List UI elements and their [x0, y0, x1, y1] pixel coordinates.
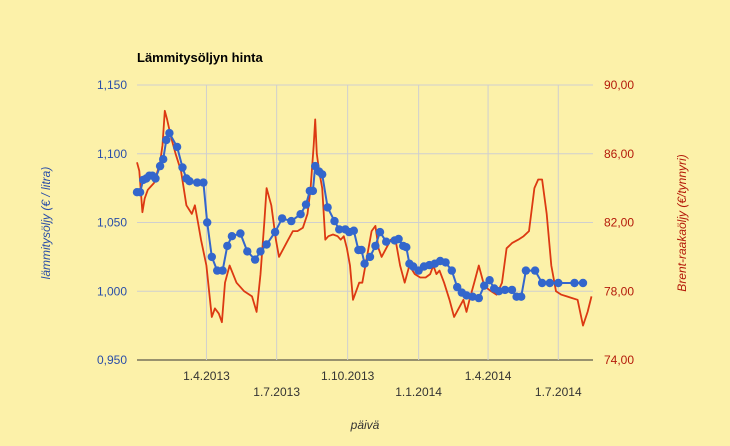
heating-oil-point [382, 237, 391, 246]
left-tick-label: 1,050 [97, 216, 127, 230]
heating-oil-point [277, 214, 287, 223]
heating-oil-point [375, 227, 385, 237]
gridlines [137, 84, 593, 361]
left-tick-label: 1,000 [97, 284, 127, 298]
heating-oil-point [193, 178, 202, 187]
heating-oil-point [570, 278, 579, 288]
heating-oil-point [500, 285, 510, 295]
heating-oil-point [323, 203, 332, 212]
left-axis-ticks: 0,950 1,000 1,050 1,100 1,150 [97, 78, 127, 367]
heating-oil-point [218, 266, 227, 275]
heating-oil-point [250, 255, 260, 264]
left-tick-label: 1,100 [97, 147, 127, 161]
x-tick-label: 1.4.2014 [465, 369, 512, 383]
heating-oil-point [243, 247, 252, 256]
heating-oil-point [480, 281, 489, 290]
heating-oil-point [545, 278, 554, 288]
heating-oil-point [203, 218, 212, 227]
heating-oil-point [199, 178, 208, 187]
heating-oil-point [301, 200, 311, 209]
heating-oil-point [165, 128, 174, 138]
heating-oil-point [151, 174, 160, 183]
heating-oil-point [335, 225, 344, 234]
heating-oil-point [159, 155, 168, 164]
heating-oil-point [371, 241, 380, 251]
heating-oil-point [357, 245, 366, 255]
heating-oil-point [287, 216, 296, 226]
right-axis-label: Brent-raakaöljy (€/tynnyri) [675, 154, 689, 291]
heating-oil-point [554, 278, 563, 288]
right-axis-ticks: 74,00 78,00 82,00 86,00 90,00 [604, 78, 634, 367]
x-tick-label: 1.10.2013 [321, 369, 375, 383]
heating-oil-point [172, 142, 182, 152]
heating-oil-point [394, 234, 403, 244]
heating-oil-point [349, 226, 358, 235]
left-tick-label: 1,150 [97, 78, 127, 92]
left-tick-label: 0,950 [97, 353, 127, 367]
heating-oil-point [236, 229, 245, 238]
heating-oil-point [308, 186, 318, 196]
heating-oil-point [223, 241, 232, 251]
heating-oil-point [365, 252, 375, 262]
heating-oil-point [485, 276, 494, 285]
heating-oil-point [135, 188, 145, 197]
x-tick-label: 1.1.2014 [395, 385, 442, 399]
right-tick-label: 90,00 [604, 78, 634, 92]
heating-oil-point [441, 258, 450, 267]
heating-oil-point [227, 232, 237, 241]
heating-oil-point [318, 170, 327, 179]
heating-oil-point [178, 163, 187, 172]
heating-oil-point [507, 285, 517, 295]
heating-oil-point [474, 293, 483, 303]
heating-oil-point [578, 278, 588, 288]
right-tick-label: 74,00 [604, 353, 634, 367]
right-tick-label: 82,00 [604, 216, 634, 230]
heating-oil-point [402, 243, 411, 252]
heating-oil-point [162, 135, 171, 145]
right-tick-label: 86,00 [604, 147, 634, 161]
heating-oil-point [360, 259, 369, 268]
heating-oil-point [185, 177, 194, 186]
heating-oil-point [537, 278, 547, 288]
heating-oil-point [296, 210, 305, 219]
heating-oil-point [330, 216, 339, 226]
heating-oil-point [207, 252, 216, 262]
heating-oil-point [270, 227, 280, 237]
chart-title: Lämmitysöljyn hinta [137, 50, 263, 65]
x-axis-ticks: 1.4.2013 1.10.2013 1.4.2014 1.7.2013 1.1.201… [183, 369, 582, 399]
right-tick-label: 78,00 [604, 284, 634, 298]
heating-oil-point [256, 247, 265, 256]
heating-oil-point [521, 266, 531, 275]
x-tick-label: 1.7.2013 [253, 385, 300, 399]
heating-oil-point [262, 240, 271, 249]
left-axis-label: lämmitysöljy (€ / litra) [39, 167, 53, 280]
x-tick-label: 1.7.2014 [535, 385, 582, 399]
heating-oil-point [447, 266, 456, 275]
x-axis-label: päivä [350, 418, 380, 432]
heating-oil-point [530, 266, 540, 275]
x-tick-label: 1.4.2013 [183, 369, 230, 383]
series-layer [132, 109, 593, 327]
heating-oil-point [517, 292, 526, 301]
heating-oil-point [453, 282, 462, 292]
heating-oil-point [155, 161, 165, 171]
